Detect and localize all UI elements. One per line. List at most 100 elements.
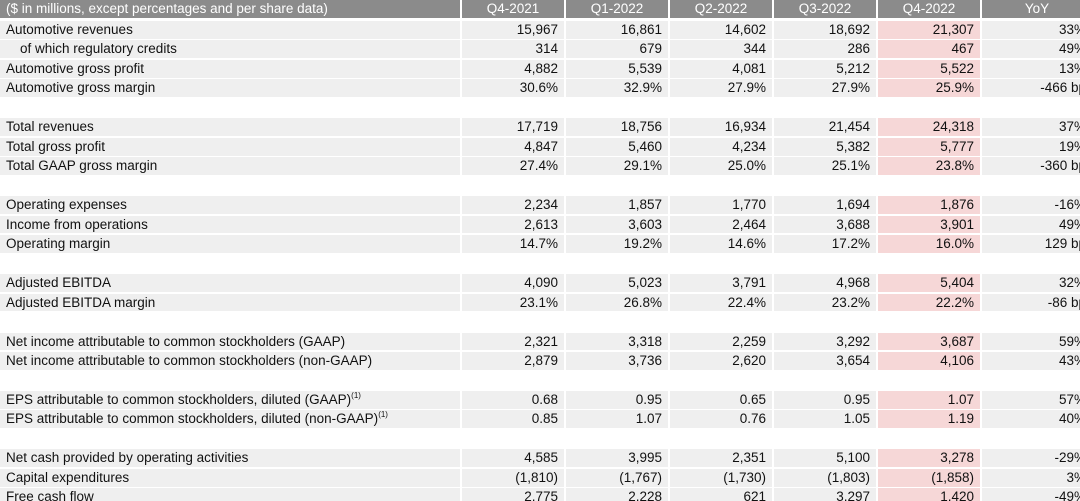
yoy-cell: 129 bp bbox=[982, 235, 1080, 253]
row-label: Total GAAP gross margin bbox=[0, 157, 460, 175]
current-quarter-cell: 16.0% bbox=[878, 235, 980, 253]
value-cell: 18,756 bbox=[566, 118, 668, 137]
value-cell: 2,228 bbox=[566, 488, 668, 501]
row-label-text: EPS attributable to common stockholders,… bbox=[6, 411, 379, 427]
row-label: EPS attributable to common stockholders,… bbox=[0, 410, 460, 429]
value-cell: 0.85 bbox=[462, 410, 564, 429]
value-cell: 4,234 bbox=[670, 137, 772, 156]
table-body: Automotive revenues 15,967 16,861 14,602 18,… bbox=[0, 20, 1080, 501]
value-cell: 27.9% bbox=[774, 79, 876, 98]
table-row: Adjusted EBITDA margin 23.1% 26.8% 22.4% 23.… bbox=[0, 293, 1080, 312]
table-row: Total gross profit 4,847 5,460 4,234 5,382 5,… bbox=[0, 137, 1080, 156]
value-cell: 1,694 bbox=[774, 196, 876, 214]
table-row: Automotive revenues 15,967 16,861 14,602 18,… bbox=[0, 20, 1080, 39]
current-quarter-cell: 4,106 bbox=[878, 352, 980, 370]
value-cell: 29.1% bbox=[566, 157, 668, 175]
row-label: Total revenues bbox=[0, 118, 460, 137]
row-label-text: EPS attributable to common stockholders,… bbox=[6, 392, 352, 407]
current-quarter-cell: 23.8% bbox=[878, 157, 980, 175]
value-cell: 27.9% bbox=[670, 79, 772, 98]
yoy-cell: 57% bbox=[982, 391, 1080, 409]
row-label-text: of which regulatory credits bbox=[20, 41, 177, 57]
value-cell: 3,736 bbox=[566, 352, 668, 370]
value-cell: 3,995 bbox=[566, 449, 668, 468]
table-row: Adjusted EBITDA 4,090 5,023 3,791 4,968 5,404… bbox=[0, 274, 1080, 292]
yoy-cell: 13% bbox=[982, 59, 1080, 78]
section-spacer bbox=[0, 430, 1080, 448]
value-cell: 17.2% bbox=[774, 235, 876, 253]
row-label-text: Automotive revenues bbox=[6, 21, 133, 37]
current-quarter-cell: 1,876 bbox=[878, 196, 980, 214]
value-cell: 3,297 bbox=[774, 488, 876, 501]
row-label-text: Operating expenses bbox=[6, 197, 127, 213]
current-quarter-cell: 467 bbox=[878, 40, 980, 59]
value-cell: 23.2% bbox=[774, 293, 876, 312]
current-quarter-cell: (1,858) bbox=[878, 468, 980, 487]
yoy-cell: 33% bbox=[982, 20, 1080, 39]
current-quarter-cell: 25.9% bbox=[878, 79, 980, 98]
current-quarter-cell: 1.19 bbox=[878, 410, 980, 429]
yoy-cell: 49% bbox=[982, 215, 1080, 234]
value-cell: 621 bbox=[670, 488, 772, 501]
value-cell: 3,791 bbox=[670, 274, 772, 292]
value-cell: 3,318 bbox=[566, 332, 668, 351]
table-row: Net cash provided by operating activitie… bbox=[0, 449, 1080, 468]
header-col-q4-2022: Q4-2022 bbox=[878, 0, 980, 18]
table-row: Free cash flow 2,775 2,228 621 3,297 1,420 -49… bbox=[0, 488, 1080, 501]
current-quarter-cell: 3,278 bbox=[878, 449, 980, 468]
current-quarter-cell: 21,307 bbox=[878, 20, 980, 39]
current-quarter-cell: 5,404 bbox=[878, 274, 980, 292]
table-row: EPS attributable to common stockholders,… bbox=[0, 391, 1080, 409]
table-row: Income from operations 2,613 3,603 2,464 3,6… bbox=[0, 215, 1080, 234]
value-cell: 0.76 bbox=[670, 410, 772, 429]
value-cell: 1.05 bbox=[774, 410, 876, 429]
value-cell: 14,602 bbox=[670, 20, 772, 39]
current-quarter-cell: 5,777 bbox=[878, 137, 980, 156]
yoy-cell: 37% bbox=[982, 118, 1080, 137]
value-cell: 14.6% bbox=[670, 235, 772, 253]
value-cell: 2,464 bbox=[670, 215, 772, 234]
value-cell: 1,770 bbox=[670, 196, 772, 214]
value-cell: 5,023 bbox=[566, 274, 668, 292]
yoy-cell: -16% bbox=[982, 196, 1080, 214]
row-label-text: Net income attributable to common stockh… bbox=[6, 353, 373, 369]
row-label: Operating margin bbox=[0, 235, 460, 253]
value-cell: 2,620 bbox=[670, 352, 772, 370]
value-cell: 16,861 bbox=[566, 20, 668, 39]
value-cell: 26.8% bbox=[566, 293, 668, 312]
value-cell: (1,803) bbox=[774, 468, 876, 487]
row-label: Automotive gross margin bbox=[0, 79, 460, 98]
value-cell: 21,454 bbox=[774, 118, 876, 137]
value-cell: 314 bbox=[462, 40, 564, 59]
row-label-text: Total revenues bbox=[6, 119, 94, 135]
current-quarter-cell: 3,687 bbox=[878, 332, 980, 351]
value-cell: 30.6% bbox=[462, 79, 564, 98]
row-label-text: Net income attributable to common stockh… bbox=[6, 333, 346, 349]
value-cell: 16,934 bbox=[670, 118, 772, 137]
header-col-q2-2022: Q2-2022 bbox=[670, 0, 772, 18]
yoy-cell: -86 bp bbox=[982, 293, 1080, 312]
header-col-yoy: YoY bbox=[982, 0, 1080, 18]
table-row: Net income attributable to common stockh… bbox=[0, 332, 1080, 351]
current-quarter-cell: 3,901 bbox=[878, 215, 980, 234]
section-spacer bbox=[0, 99, 1080, 117]
value-cell: 286 bbox=[774, 40, 876, 59]
header-label: ($ in millions, except percentages and p… bbox=[0, 0, 460, 18]
value-cell: 4,882 bbox=[462, 59, 564, 78]
value-cell: 27.4% bbox=[462, 157, 564, 175]
row-label-text: Total gross profit bbox=[6, 138, 106, 154]
row-label-text: Free cash flow bbox=[6, 489, 94, 501]
value-cell: 25.1% bbox=[774, 157, 876, 175]
section-spacer bbox=[0, 177, 1080, 195]
footnote-marker: (1) bbox=[378, 410, 388, 420]
value-cell: 2,879 bbox=[462, 352, 564, 370]
value-cell: 4,081 bbox=[670, 59, 772, 78]
row-label: Capital expenditures bbox=[0, 468, 460, 487]
value-cell: 3,654 bbox=[774, 352, 876, 370]
current-quarter-cell: 1,420 bbox=[878, 488, 980, 501]
yoy-cell: 19% bbox=[982, 137, 1080, 156]
row-label: Net cash provided by operating activitie… bbox=[0, 449, 460, 468]
table-row: Total GAAP gross margin 27.4% 29.1% 25.0% 25… bbox=[0, 157, 1080, 175]
yoy-cell: -49% bbox=[982, 488, 1080, 501]
